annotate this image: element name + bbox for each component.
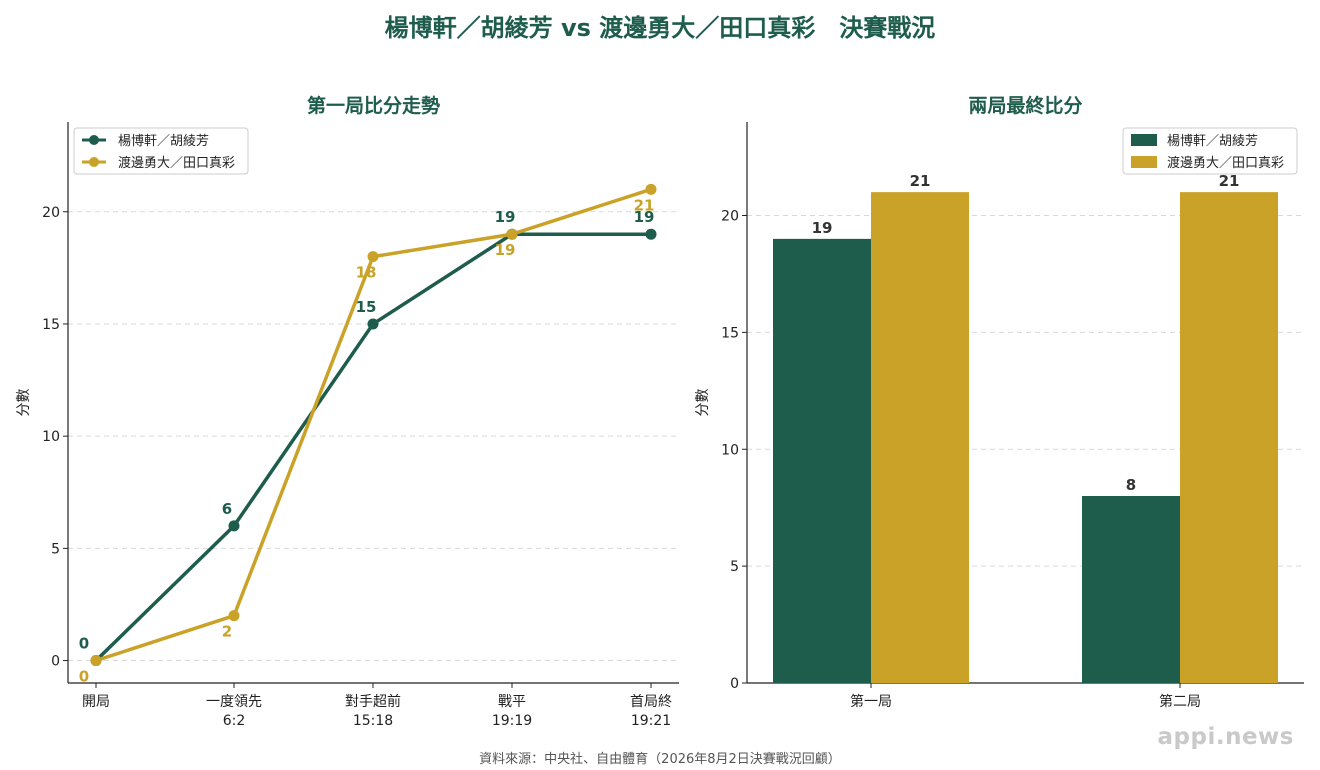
line-point-s2-2 bbox=[228, 610, 240, 622]
line-chart-legend bbox=[73, 127, 249, 175]
line-data-label: 15 bbox=[356, 298, 377, 316]
line-data-label: 0 bbox=[79, 668, 89, 686]
bar-data-label: 19 bbox=[812, 219, 833, 237]
bar-chart-ytick-label: 20 bbox=[721, 209, 739, 225]
line-chart-ytick-label: 0 bbox=[51, 654, 60, 670]
line-chart-legend-marker-2 bbox=[89, 157, 99, 167]
line-chart-xtick-label: 對手超前 bbox=[345, 693, 401, 710]
bar-chart-xtick-label: 第二局 bbox=[1159, 693, 1201, 710]
line-point-s1-2 bbox=[228, 520, 240, 532]
line-point-s1-5 bbox=[645, 228, 657, 240]
bar-chart-legend-swatch-2 bbox=[1131, 156, 1157, 168]
line-chart-ytick-label: 10 bbox=[42, 429, 60, 445]
line-chart-ytick-label: 20 bbox=[42, 205, 60, 221]
line-chart-xtick-sublabel: 19:21 bbox=[631, 713, 671, 729]
bar-data-label: 21 bbox=[910, 172, 931, 190]
bar-chart-xtick-label: 第一局 bbox=[850, 693, 892, 710]
line-data-label: 0 bbox=[79, 635, 89, 653]
line-data-label: 19 bbox=[634, 208, 655, 226]
bar-chart-legend-label-1: 楊博軒／胡綾芳 bbox=[1167, 133, 1258, 149]
bar-1-s2 bbox=[871, 192, 969, 683]
line-point-s2-1 bbox=[90, 655, 102, 667]
line-point-s1-3 bbox=[367, 318, 379, 330]
bar-data-label: 21 bbox=[1219, 172, 1240, 190]
line-chart-xtick-label: 戰平 bbox=[498, 694, 526, 710]
line-data-label: 18 bbox=[356, 264, 377, 282]
bar-chart-ytick-label: 5 bbox=[730, 559, 739, 575]
source-note: 資料來源：中央社、自由體育（2026年8月2日決賽戰況回顧） bbox=[479, 752, 841, 767]
line-data-label: 19 bbox=[495, 208, 516, 226]
bar-2-s1 bbox=[1082, 496, 1180, 683]
bar-chart-title: 兩局最終比分 bbox=[968, 94, 1082, 117]
line-chart-legend-label-1: 楊博軒／胡綾芳 bbox=[118, 133, 209, 149]
bar-2-s2 bbox=[1180, 192, 1278, 683]
line-chart-xtick-sublabel: 15:18 bbox=[353, 713, 393, 729]
bar-chart-ytick-label: 10 bbox=[721, 442, 739, 458]
main-title: 楊博軒／胡綾芳 vs 渡邊勇大／田口真彩 決賽戰況 bbox=[384, 14, 936, 42]
line-chart-xtick-sublabel: 6:2 bbox=[223, 713, 246, 729]
line-chart-xtick-label: 開局 bbox=[82, 694, 110, 710]
line-point-s2-3 bbox=[367, 251, 379, 263]
bar-chart-legend-label-2: 渡邊勇大／田口真彩 bbox=[1167, 155, 1284, 171]
line-point-s2-5 bbox=[645, 183, 657, 195]
line-data-label: 19 bbox=[495, 241, 516, 259]
bar-1-s1 bbox=[773, 238, 871, 683]
watermark: appi.news bbox=[1157, 724, 1294, 750]
bar-data-label: 8 bbox=[1126, 476, 1136, 494]
line-chart-xtick-label: 一度領先 bbox=[206, 693, 262, 710]
line-chart-xtick-sublabel: 19:19 bbox=[492, 713, 532, 729]
line-point-s2-4 bbox=[506, 228, 518, 240]
line-data-label: 2 bbox=[222, 623, 232, 641]
line-data-label: 21 bbox=[634, 196, 655, 214]
line-chart-xtick-label: 首局終 bbox=[630, 694, 672, 710]
line-chart-title: 第一局比分走勢 bbox=[307, 94, 440, 117]
line-chart-legend-marker-1 bbox=[89, 135, 99, 145]
line-chart-ytick-label: 5 bbox=[51, 541, 60, 557]
bar-chart-ylabel: 分數 bbox=[695, 389, 711, 417]
line-chart-ytick-label: 15 bbox=[42, 317, 60, 333]
bar-chart-legend-swatch-1 bbox=[1131, 134, 1157, 146]
bar-chart-legend bbox=[1122, 127, 1298, 175]
bar-chart-ytick-label: 15 bbox=[721, 325, 739, 341]
bar-chart-ytick-label: 0 bbox=[730, 676, 739, 692]
line-chart-ylabel: 分數 bbox=[16, 389, 32, 417]
line-chart-legend-label-2: 渡邊勇大／田口真彩 bbox=[118, 155, 235, 171]
line-data-label: 6 bbox=[222, 500, 232, 518]
